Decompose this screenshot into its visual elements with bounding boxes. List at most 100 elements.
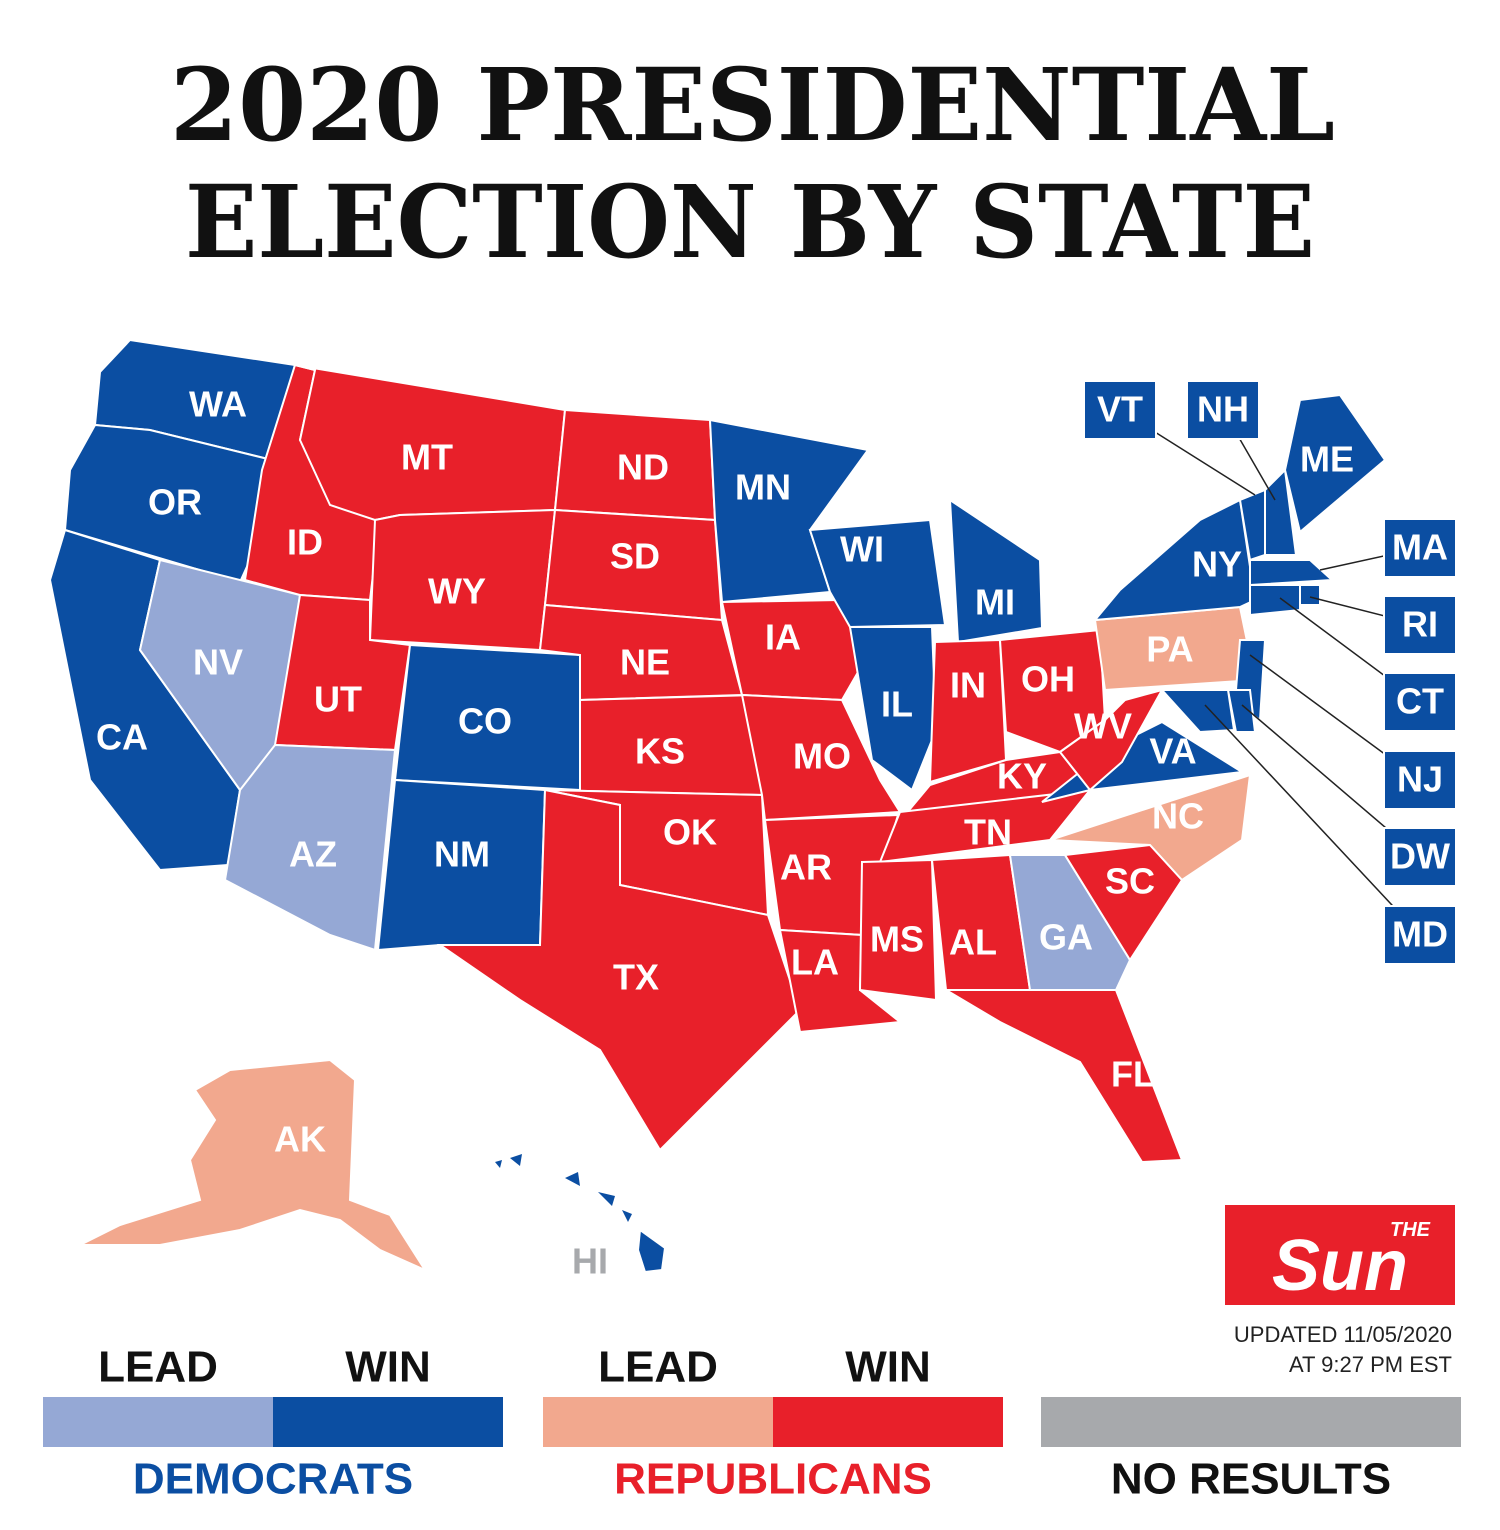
- state-label: MS: [870, 919, 924, 960]
- state-shape: [1008, 854, 1132, 991]
- state-label: OR: [148, 482, 202, 523]
- updated-line: UPDATED 11/05/2020: [1234, 1322, 1452, 1347]
- state-shape: [1226, 689, 1257, 733]
- state-labels: WA OR CA NV ID MT WY UT CO AZ NM ND SD NE KS OK TX MN IA MO…: [96, 380, 1457, 1282]
- state-label: ND: [617, 447, 669, 488]
- logo: THE Sun: [1225, 1205, 1455, 1306]
- state-label: LA: [791, 942, 839, 983]
- state-shape: [495, 1160, 502, 1168]
- state-shape: [510, 1154, 522, 1166]
- title-line: ELECTION BY STATE: [185, 163, 1315, 281]
- legend-swatch: [273, 1397, 503, 1447]
- label-box: [1186, 380, 1260, 440]
- state-shape: [622, 1210, 632, 1222]
- state-label: NV: [193, 642, 243, 683]
- state-label: VA: [1149, 731, 1196, 772]
- state-shape: [928, 638, 1008, 784]
- state-label: GA: [1039, 917, 1093, 958]
- state-label: MN: [735, 467, 791, 508]
- state-shape: [63, 423, 274, 584]
- label-box: [1383, 750, 1457, 810]
- state-label: OH: [1021, 659, 1075, 700]
- legend-name: NO RESULTS: [1111, 1455, 1391, 1504]
- state-label: CA: [96, 717, 148, 758]
- legend-name: REPUBLICANS: [614, 1455, 932, 1504]
- label-box: [1383, 518, 1457, 578]
- state-label: NH: [1197, 389, 1249, 430]
- state-shape: [1159, 689, 1236, 734]
- logo-small: THE: [1390, 1219, 1431, 1241]
- leader-line: [1204, 704, 1421, 936]
- state-label: VT: [1097, 389, 1143, 430]
- logo-big: Sun: [1272, 1226, 1408, 1306]
- state-label: NY: [1192, 544, 1242, 585]
- state-shape: [1299, 584, 1321, 606]
- state-shape: [778, 928, 903, 1034]
- legend-swatch: [1041, 1397, 1461, 1447]
- state-label: SD: [610, 536, 660, 577]
- state-shape: [598, 1192, 615, 1206]
- label-box: [1383, 827, 1457, 887]
- state-label: MT: [401, 437, 453, 478]
- state-label: DW: [1390, 836, 1450, 877]
- legend-part-label: LEAD: [98, 1343, 218, 1392]
- state-label: NC: [1152, 796, 1204, 837]
- legend-swatch: [773, 1397, 1003, 1447]
- state-label: PA: [1146, 629, 1193, 670]
- state-shape: [223, 743, 397, 952]
- state-label: NJ: [1397, 759, 1443, 800]
- state-label: KS: [635, 731, 685, 772]
- legend-swatch: [43, 1397, 273, 1447]
- state-label: WV: [1074, 706, 1132, 747]
- state-label: AL: [949, 922, 997, 963]
- label-box: [1383, 595, 1457, 655]
- state-label: TN: [964, 812, 1012, 853]
- state-label: SC: [1105, 861, 1155, 902]
- state-label: KY: [997, 756, 1047, 797]
- legend-part-label: LEAD: [598, 1343, 718, 1392]
- state-label: UT: [314, 679, 362, 720]
- state-label: AR: [780, 847, 832, 888]
- state-label: MD: [1392, 914, 1448, 955]
- legend: LEAD WIN DEMOCRATS LEAD WIN REPUBLICANS NO RES…: [43, 1343, 1461, 1504]
- state-label: AZ: [289, 834, 337, 875]
- state-label: CT: [1396, 681, 1444, 722]
- legend-part-label: WIN: [845, 1343, 931, 1392]
- state-label: AK: [274, 1119, 326, 1160]
- state-label: IA: [765, 617, 801, 658]
- state-shape: [436, 788, 802, 1152]
- state-label: WA: [189, 384, 247, 425]
- state-shape: [942, 989, 1184, 1164]
- state-label: MO: [793, 736, 851, 777]
- state-label: RI: [1402, 604, 1438, 645]
- legend-swatch: [543, 1397, 773, 1447]
- state-label: TX: [613, 957, 659, 998]
- state-label: CO: [458, 701, 512, 742]
- state-label: HI: [572, 1241, 608, 1282]
- state-shape: [636, 1228, 667, 1274]
- title-line: 2020 PRESIDENTIAL: [170, 46, 1335, 164]
- state-label: WY: [428, 571, 486, 612]
- state-shape: [1249, 584, 1301, 617]
- state-label: FL: [1111, 1054, 1155, 1095]
- updated-line: AT 9:27 PM EST: [1289, 1352, 1452, 1377]
- state-label: MA: [1392, 527, 1448, 568]
- state-shape: [720, 598, 867, 702]
- label-box: [1383, 672, 1457, 732]
- state-shape: [948, 498, 1044, 644]
- legend-part-label: WIN: [345, 1343, 431, 1392]
- logo-box: [1225, 1205, 1455, 1305]
- state-label: MI: [975, 582, 1015, 623]
- state-shape: [858, 858, 938, 1002]
- states: [48, 338, 1387, 1274]
- state-shape: [79, 1058, 428, 1273]
- state-shape: [848, 626, 938, 792]
- label-box: [1083, 380, 1157, 440]
- label-box: [1383, 905, 1457, 965]
- state-label: OK: [663, 812, 717, 853]
- state-shape: [1264, 467, 1298, 556]
- state-shape: [565, 1172, 580, 1186]
- state-shape: [1283, 393, 1387, 534]
- state-label: NE: [620, 642, 670, 683]
